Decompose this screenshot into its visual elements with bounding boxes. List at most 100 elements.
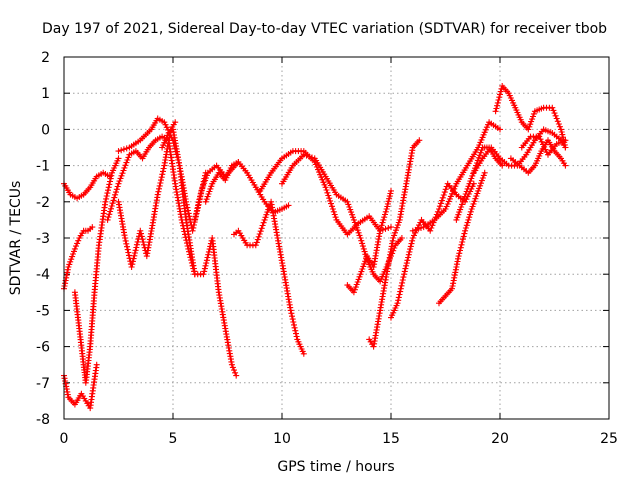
plus-marker bbox=[382, 211, 388, 218]
plus-marker bbox=[285, 202, 292, 209]
plus-marker bbox=[461, 193, 468, 200]
plus-marker bbox=[124, 246, 131, 253]
plus-marker bbox=[464, 185, 471, 192]
plus-marker bbox=[558, 126, 564, 133]
plus-marker bbox=[407, 243, 414, 250]
plus-marker bbox=[254, 236, 261, 243]
plus-marker bbox=[439, 194, 446, 201]
plus-marker bbox=[382, 208, 389, 215]
plus-marker bbox=[457, 244, 464, 251]
x-tick-label: 25 bbox=[600, 431, 618, 447]
plus-marker bbox=[185, 210, 192, 217]
plus-marker bbox=[206, 188, 213, 195]
plus-marker bbox=[350, 289, 357, 296]
plus-marker bbox=[73, 243, 79, 250]
plus-marker bbox=[63, 386, 70, 393]
plus-marker bbox=[536, 133, 543, 140]
plus-marker bbox=[345, 201, 352, 208]
y-axis-title: SDTVAR / TECUs bbox=[8, 181, 24, 296]
plus-marker bbox=[379, 219, 386, 226]
plus-marker bbox=[288, 310, 295, 317]
plus-marker bbox=[385, 198, 392, 205]
plus-marker bbox=[293, 330, 299, 337]
plus-marker bbox=[115, 155, 122, 162]
plus-marker bbox=[550, 107, 557, 114]
plus-marker bbox=[358, 237, 365, 244]
plus-marker bbox=[289, 313, 295, 320]
plus-marker bbox=[257, 228, 264, 235]
plus-marker bbox=[530, 113, 536, 120]
plus-marker bbox=[231, 367, 237, 374]
plus-marker bbox=[155, 188, 162, 195]
plus-marker bbox=[356, 273, 363, 280]
plus-marker bbox=[463, 188, 470, 195]
plus-marker bbox=[473, 193, 480, 200]
series-arc-21 bbox=[492, 83, 569, 151]
plus-marker bbox=[139, 236, 146, 243]
plus-marker bbox=[114, 183, 121, 190]
plus-marker bbox=[107, 175, 114, 182]
plus-marker bbox=[258, 225, 265, 232]
plus-marker bbox=[540, 141, 546, 148]
plus-marker bbox=[394, 222, 401, 229]
plus-marker bbox=[158, 177, 164, 184]
plus-marker bbox=[351, 286, 358, 293]
series-arc-13 bbox=[279, 151, 405, 285]
plus-marker bbox=[360, 245, 367, 252]
plus-marker bbox=[291, 321, 297, 328]
plus-marker bbox=[401, 268, 408, 275]
series-arc-18 bbox=[436, 169, 488, 307]
plus-marker bbox=[105, 214, 112, 221]
plus-marker bbox=[118, 172, 125, 179]
plus-marker bbox=[482, 126, 489, 133]
plus-marker bbox=[134, 238, 141, 245]
plus-marker bbox=[226, 350, 233, 357]
plus-marker bbox=[67, 258, 74, 265]
plus-marker bbox=[122, 162, 129, 169]
plus-marker bbox=[329, 206, 336, 212]
y-tick-label: -4 bbox=[36, 267, 50, 283]
plus-marker bbox=[200, 182, 207, 189]
plus-marker bbox=[549, 104, 556, 111]
plus-marker bbox=[357, 235, 364, 241]
plus-marker bbox=[350, 216, 357, 223]
plus-marker bbox=[193, 208, 200, 215]
plus-marker bbox=[354, 227, 361, 234]
plus-marker bbox=[256, 231, 263, 237]
plus-marker bbox=[193, 211, 200, 218]
plus-marker bbox=[403, 260, 410, 267]
plus-marker bbox=[537, 136, 544, 143]
plus-marker bbox=[401, 271, 408, 278]
plus-marker bbox=[382, 225, 389, 232]
plus-marker bbox=[123, 145, 130, 152]
plus-marker bbox=[125, 154, 132, 161]
plus-marker bbox=[203, 260, 210, 267]
plus-marker bbox=[159, 171, 166, 178]
plus-marker bbox=[457, 206, 464, 213]
plus-marker bbox=[352, 222, 359, 229]
plus-marker bbox=[228, 361, 235, 368]
plus-marker bbox=[458, 204, 465, 210]
plus-marker bbox=[196, 196, 203, 203]
y-tick-label: -2 bbox=[36, 195, 50, 211]
plus-marker bbox=[354, 279, 361, 285]
plus-marker bbox=[194, 205, 201, 212]
plus-marker bbox=[476, 152, 483, 159]
plus-marker bbox=[292, 327, 299, 334]
plus-marker bbox=[561, 141, 568, 148]
plus-marker bbox=[361, 260, 368, 267]
plus-marker bbox=[493, 105, 500, 112]
series-arc-22 bbox=[507, 137, 569, 176]
plot-frame bbox=[63, 56, 610, 420]
plus-marker bbox=[291, 324, 298, 331]
plus-marker bbox=[478, 180, 484, 187]
plus-marker bbox=[411, 232, 417, 239]
plus-marker bbox=[327, 197, 334, 204]
plus-marker bbox=[559, 131, 566, 138]
series-line bbox=[63, 226, 94, 290]
plus-marker bbox=[441, 189, 448, 196]
plus-marker bbox=[407, 246, 414, 253]
plus-marker bbox=[541, 144, 548, 150]
y-tick-label: 1 bbox=[41, 86, 50, 102]
plus-marker bbox=[263, 211, 270, 218]
